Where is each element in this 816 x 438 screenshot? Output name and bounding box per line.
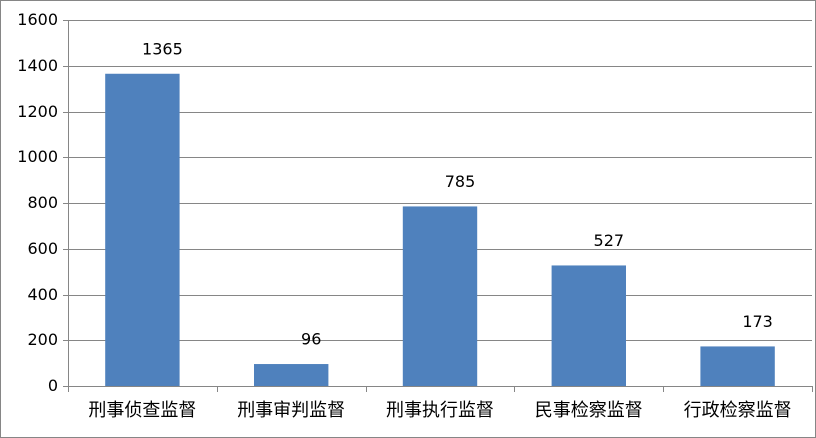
y-tick-label: 600	[27, 239, 58, 258]
y-tick-label: 800	[27, 193, 58, 212]
bar	[105, 73, 180, 386]
y-tick-label: 1000	[17, 147, 58, 166]
bar	[402, 206, 478, 386]
x-tick-label: 刑事执行监督	[386, 400, 494, 421]
y-tick-label: 200	[27, 330, 58, 349]
y-tick-label: 400	[27, 285, 58, 304]
bar	[551, 265, 626, 386]
data-label: 785	[445, 172, 476, 191]
data-label: 173	[742, 312, 773, 331]
data-label: 527	[594, 231, 625, 250]
y-tick-label: 1600	[17, 10, 58, 29]
y-tick-label: 1400	[17, 56, 58, 75]
x-tick-label: 行政检察监督	[684, 400, 792, 421]
x-tick-label: 刑事侦查监督	[88, 400, 196, 421]
y-tick-label: 1200	[17, 102, 58, 121]
x-tick-label: 刑事审判监督	[237, 400, 345, 421]
y-tick-label: 0	[48, 376, 58, 395]
bar	[254, 364, 329, 386]
bar	[700, 346, 775, 386]
data-label: 1365	[142, 39, 183, 58]
data-label: 96	[301, 330, 321, 349]
x-tick-label: 民事检察监督	[535, 400, 643, 421]
